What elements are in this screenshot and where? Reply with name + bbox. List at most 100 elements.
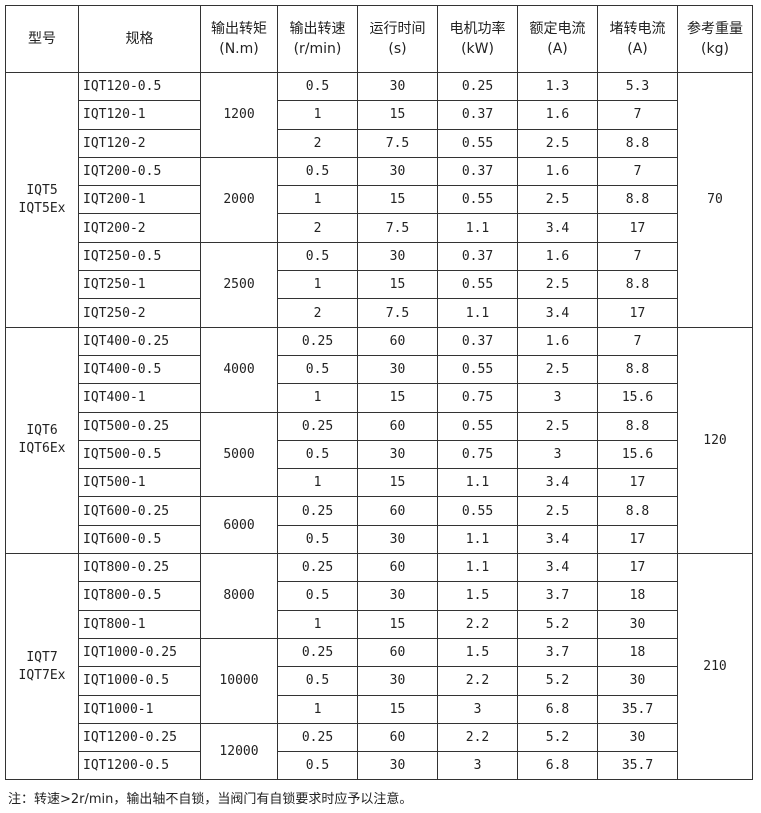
header-cell: 参考重量 (kg) [677, 5, 753, 73]
speed-cell: 0.5 [277, 666, 358, 696]
spec-cell: IQT400-0.5 [78, 354, 201, 385]
rated-current-cell: 2.5 [517, 411, 598, 441]
rated-current-cell: 2.5 [517, 128, 598, 158]
header-label: 规格 [125, 31, 154, 47]
motor-power-cell: 2.2 [437, 666, 518, 696]
header-label: 输出转矩 [211, 21, 267, 37]
motor-power-cell: 0.37 [437, 156, 518, 187]
header-unit: (N.m) [219, 41, 259, 57]
speed-cell: 0.5 [277, 241, 358, 272]
rated-current-cell: 1.6 [517, 156, 598, 187]
stall-current-cell: 17 [597, 213, 678, 243]
spec-cell: IQT250-2 [78, 298, 201, 328]
stall-current-cell: 7 [597, 156, 678, 187]
table-row: IQT1000-1 1 15 3 6.8 35.7 [6, 694, 753, 724]
stall-current-cell: 17 [597, 298, 678, 328]
speed-cell: 0.25 [277, 722, 358, 753]
header-unit: (s) [388, 41, 407, 57]
motor-power-cell: 0.25 [437, 71, 518, 102]
table-row: IQT800-1 1 15 2.2 5.2 30 [6, 609, 753, 639]
run-time-cell: 30 [357, 524, 438, 555]
speed-cell: 0.5 [277, 524, 358, 555]
motor-power-cell: 1.1 [437, 553, 518, 583]
torque-cell: 5000 [200, 411, 278, 498]
table-row: IQT250-0.5 2500 0.5 30 0.37 1.6 7 [6, 241, 753, 328]
torque-cell: 8000 [200, 553, 278, 639]
spec-cell: IQT600-0.25 [78, 496, 201, 526]
table-row: IQT1200-0.25 12000 0.25 60 2.2 5.2 30 [6, 722, 753, 781]
table-row: IQT800-0.5 0.5 30 1.5 3.7 18 [6, 581, 753, 611]
spec-cell: IQT200-1 [78, 185, 201, 215]
header-unit: (kg) [701, 41, 729, 57]
header-cell: 型号 [5, 5, 79, 73]
header-label: 参考重量 [687, 21, 743, 37]
motor-power-cell: 1.1 [437, 524, 518, 555]
stall-current-cell: 30 [597, 666, 678, 696]
stall-current-cell: 17 [597, 468, 678, 498]
rated-current-cell: 3.4 [517, 298, 598, 328]
run-time-cell: 7.5 [357, 128, 438, 158]
motor-power-cell: 0.55 [437, 354, 518, 385]
speed-cell: 2 [277, 298, 358, 328]
stall-current-cell: 7 [597, 326, 678, 356]
rated-current-cell: 3.7 [517, 637, 598, 668]
table-row: IQT7 IQT7Ex IQT800-0.25 8000 0.25 60 1.1 3.4 17 2… [5, 553, 753, 781]
header-row: 型号 规格 输出转矩 (N.m) 输出转速 (r/min) 运行时间 (s) 电机功率 (kW) 额… [5, 5, 753, 73]
motor-power-cell: 1.5 [437, 637, 518, 668]
run-time-cell: 30 [357, 156, 438, 187]
header-cell: 额定电流 (A) [517, 5, 598, 73]
run-time-cell: 7.5 [357, 213, 438, 243]
speed-cell: 1 [277, 100, 358, 130]
spec-cell: IQT1000-0.25 [78, 637, 201, 668]
rated-current-cell: 3.7 [517, 581, 598, 611]
run-time-cell: 15 [357, 185, 438, 215]
motor-power-cell: 0.55 [437, 128, 518, 158]
rated-current-cell: 1.6 [517, 241, 598, 272]
motor-power-cell: 0.75 [437, 383, 518, 413]
header-unit: (kW) [461, 41, 494, 57]
rated-current-cell: 3.4 [517, 553, 598, 583]
model-name: IQT5 [26, 182, 58, 198]
model-cell: IQT7 IQT7Ex [5, 553, 79, 781]
speed-cell: 1 [277, 185, 358, 215]
table-row: IQT200-0.5 2000 0.5 30 0.37 1.6 7 [6, 156, 753, 243]
speed-cell: 1 [277, 694, 358, 724]
torque-cell: 6000 [200, 496, 278, 555]
stall-current-cell: 8.8 [597, 128, 678, 158]
run-time-cell: 30 [357, 71, 438, 102]
stall-current-cell: 17 [597, 553, 678, 583]
speed-cell: 0.5 [277, 581, 358, 611]
spec-cell: IQT120-2 [78, 128, 201, 158]
run-time-cell: 30 [357, 241, 438, 272]
table-row: IQT200-1 1 15 0.55 2.5 8.8 [6, 185, 753, 215]
table-row: IQT500-0.5 0.5 30 0.75 3 15.6 [6, 439, 753, 470]
table-row: IQT500-0.25 5000 0.25 60 0.55 2.5 8.8 [6, 411, 753, 498]
table-row: IQT600-0.5 0.5 30 1.1 3.4 17 [6, 524, 753, 555]
stall-current-cell: 18 [597, 637, 678, 668]
spec-cell: IQT400-1 [78, 383, 201, 413]
torque-cell: 1200 [200, 72, 278, 158]
run-time-cell: 30 [357, 751, 438, 781]
header-cell: 电机功率 (kW) [437, 5, 518, 73]
spec-cell: IQT1200-0.5 [78, 751, 201, 781]
motor-power-cell: 0.37 [437, 100, 518, 130]
stall-current-cell: 5.3 [597, 71, 678, 102]
stall-current-cell: 30 [597, 722, 678, 753]
run-time-cell: 15 [357, 100, 438, 130]
motor-power-cell: 0.55 [437, 270, 518, 300]
speed-cell: 1 [277, 383, 358, 413]
speed-cell: 1 [277, 270, 358, 300]
run-time-cell: 30 [357, 581, 438, 611]
table-row: IQT6 IQT6Ex IQT400-0.25 4000 0.25 60 0.37 1.6 7 1… [5, 326, 753, 555]
run-time-cell: 60 [357, 326, 438, 356]
header-cell: 运行时间 (s) [357, 5, 438, 73]
spec-cell: IQT1200-0.25 [78, 722, 201, 753]
spec-cell: IQT800-0.25 [78, 553, 201, 583]
torque-cell: 12000 [200, 722, 278, 781]
model-name: IQT7Ex [18, 667, 66, 683]
rated-current-cell: 2.5 [517, 496, 598, 526]
table-row: IQT400-1 1 15 0.75 3 15.6 [6, 383, 753, 413]
motor-power-cell: 3 [437, 694, 518, 724]
run-time-cell: 30 [357, 354, 438, 385]
header-cell: 输出转矩 (N.m) [200, 5, 278, 73]
